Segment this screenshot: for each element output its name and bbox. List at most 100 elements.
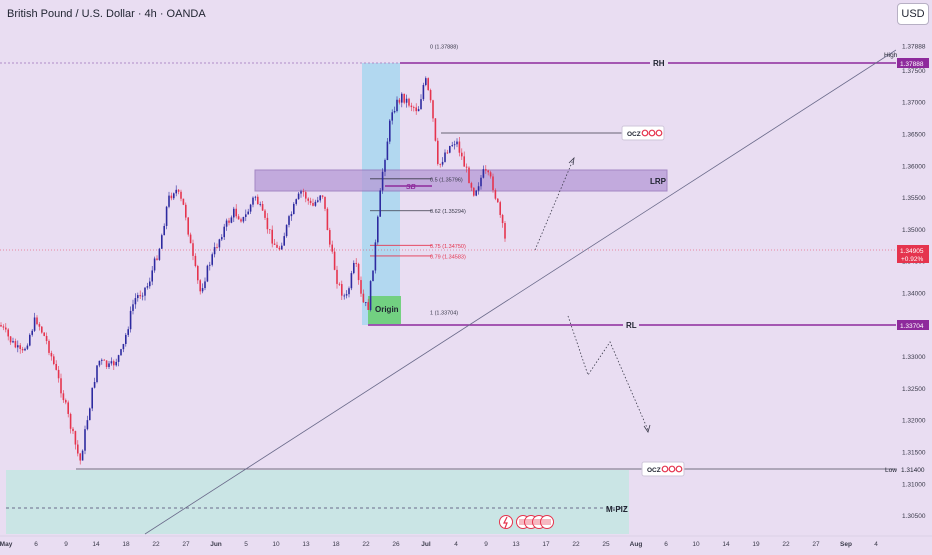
- candle-body: [345, 294, 348, 296]
- candle-body: [329, 230, 331, 245]
- candle-body: [271, 229, 273, 244]
- fib-label: 0.79 (1.34583): [430, 254, 466, 260]
- candle-body: [72, 428, 74, 432]
- candle-body: [175, 189, 177, 194]
- candle-body: [499, 202, 501, 215]
- time-tick-label: 17: [542, 541, 550, 548]
- candle-body: [264, 210, 266, 218]
- candle-body: [369, 281, 372, 310]
- candle-body: [257, 196, 259, 205]
- projection-up: [534, 159, 574, 251]
- candle-body: [317, 200, 319, 202]
- candle-body: [463, 156, 465, 167]
- time-tick-label: 4: [454, 541, 458, 548]
- candle-body: [276, 244, 278, 248]
- time-axis-ticks: May 6 9 14 18 22 27 Jun 5 10 13 18 22 26 Jul 4 9 13 17 22 25…: [0, 541, 878, 548]
- candle-body: [326, 208, 329, 231]
- high-price-tag: [897, 58, 929, 68]
- candle-body: [36, 317, 38, 325]
- low-price-text: 1.31400: [901, 467, 925, 474]
- candle-body: [33, 317, 36, 331]
- candle-body: [86, 420, 89, 430]
- candle-body: [223, 226, 225, 238]
- candle-body: [285, 224, 288, 237]
- time-axis[interactable]: [0, 536, 932, 550]
- candle-body: [482, 169, 485, 178]
- event-icons[interactable]: [499, 515, 554, 529]
- candle-body: [259, 204, 261, 205]
- candle-body: [379, 190, 381, 217]
- candle-body: [218, 239, 221, 248]
- ocz-tag-bottom[interactable]: OCZ: [641, 461, 685, 477]
- candle-body: [273, 243, 276, 245]
- price-tick-label: 1.30500: [902, 513, 926, 520]
- candle-body: [84, 429, 86, 451]
- time-tick-label: Aug: [630, 541, 643, 548]
- candle-body: [96, 365, 98, 383]
- current-price-text: 1.34905: [900, 248, 924, 255]
- candle-body: [122, 343, 125, 350]
- candle-body: [149, 281, 151, 287]
- candle-body: [146, 286, 149, 288]
- high-label: High: [884, 52, 898, 59]
- candle-body: [91, 387, 93, 409]
- candle-body: [245, 214, 247, 217]
- candle-body: [444, 152, 446, 162]
- candle-body: [43, 332, 45, 336]
- candle-body: [408, 98, 410, 106]
- candle-body: [398, 99, 401, 103]
- candle-body: [125, 334, 127, 344]
- price-tick-label: 1.31000: [902, 481, 926, 488]
- time-tick-label: 9: [64, 541, 68, 548]
- candle-body: [120, 349, 122, 356]
- candle-body: [391, 112, 393, 121]
- candle-body: [189, 234, 192, 244]
- candle-body: [113, 361, 115, 366]
- candle-body: [269, 229, 271, 231]
- candle-body: [230, 217, 233, 223]
- candle-body: [302, 191, 305, 193]
- candle-body: [381, 171, 384, 191]
- candle-body: [305, 192, 307, 199]
- candle-body: [9, 336, 12, 343]
- candle-body: [393, 111, 396, 113]
- projection-down-arrow: [643, 424, 651, 433]
- price-axis[interactable]: [896, 24, 932, 536]
- candle-body: [105, 360, 108, 367]
- candle-body: [413, 107, 415, 108]
- candle-body: [0, 325, 2, 327]
- candle-body: [288, 216, 290, 225]
- time-tick-label: 26: [392, 541, 400, 548]
- candle-body: [170, 195, 173, 199]
- candle-body: [204, 281, 206, 289]
- candle-body: [360, 280, 362, 294]
- price-tick-label: 1.37000: [902, 100, 926, 107]
- candle-body: [300, 191, 302, 194]
- candle-body: [7, 329, 9, 337]
- candle-body: [57, 369, 60, 379]
- candle-body: [77, 444, 79, 454]
- candle-body: [69, 413, 72, 429]
- candle-body: [26, 345, 29, 349]
- time-tick-label: 25: [602, 541, 610, 548]
- time-tick-label: 6: [664, 541, 668, 548]
- candle-body: [45, 335, 48, 341]
- candle-body: [180, 191, 182, 199]
- candle-body: [396, 99, 398, 112]
- candle-body: [357, 263, 360, 281]
- candle-body: [173, 193, 175, 199]
- candle-body: [5, 327, 7, 330]
- candle-body: [278, 247, 281, 250]
- rh-label-box: [650, 58, 668, 68]
- ocz-tag-top[interactable]: OCZ: [621, 125, 665, 141]
- candle-body: [281, 245, 283, 250]
- candle-body: [55, 363, 57, 370]
- time-tick-label: 22: [782, 541, 790, 548]
- fib-label: 0.75 (1.34750): [430, 244, 466, 250]
- candle-body: [473, 187, 475, 196]
- currency-button[interactable]: USD: [897, 3, 929, 25]
- svg-text:OCZ: OCZ: [627, 131, 641, 138]
- candle-body: [103, 359, 105, 361]
- candle-body: [425, 78, 427, 86]
